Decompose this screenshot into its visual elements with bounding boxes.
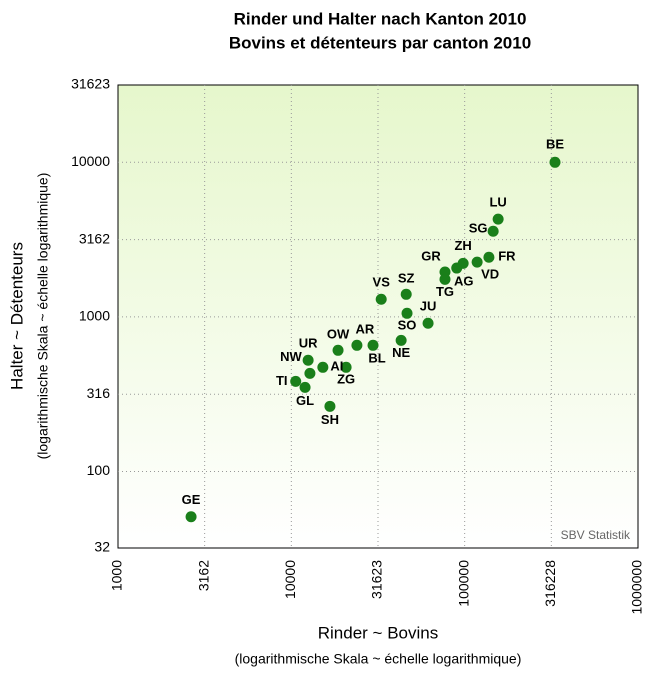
point — [302, 354, 314, 366]
point-label: VD — [481, 267, 499, 282]
point-label: JU — [420, 299, 437, 314]
point-label: SH — [321, 412, 339, 427]
point — [471, 256, 483, 268]
point — [304, 367, 316, 379]
point — [400, 288, 412, 300]
point-label: TI — [276, 373, 288, 388]
point — [299, 381, 311, 393]
point-label: SG — [469, 221, 488, 236]
point-label: SZ — [398, 271, 415, 286]
point — [317, 361, 329, 373]
point-label: SO — [398, 318, 417, 333]
point — [422, 317, 434, 329]
y-tick-label: 1000 — [79, 308, 110, 324]
y-tick-label: 32 — [94, 539, 110, 555]
point-label: NW — [280, 349, 302, 364]
point — [367, 339, 379, 351]
y-tick-label: 10000 — [71, 153, 110, 169]
chart-title: Rinder und Halter nach Kanton 2010 — [234, 9, 527, 28]
point — [324, 400, 336, 412]
point — [451, 262, 463, 274]
chart-subtitle: Bovins et détenteurs par canton 2010 — [229, 33, 531, 52]
point-label: FR — [498, 249, 516, 264]
point-label: BL — [368, 351, 385, 366]
x-tick-label: 1000 — [109, 560, 125, 591]
point-label: UR — [299, 336, 318, 351]
point — [332, 344, 344, 356]
x-tick-label: 10000 — [282, 560, 298, 599]
point-label: ZH — [454, 238, 471, 253]
y-tick-label: 31623 — [71, 76, 110, 92]
y-tick-label: 100 — [87, 462, 111, 478]
point-label: VS — [373, 275, 391, 290]
y-axis-label: Halter ~ Détenteurs — [7, 242, 26, 390]
x-tick-label: 31623 — [369, 560, 385, 599]
point — [483, 251, 495, 263]
point — [492, 213, 504, 225]
y-tick-label: 3162 — [79, 230, 110, 246]
x-axis-label: Rinder ~ Bovins — [318, 623, 438, 642]
x-tick-label: 3162 — [195, 560, 211, 591]
point — [401, 307, 413, 319]
point-label: AI — [330, 359, 343, 374]
point-label: BE — [546, 137, 564, 152]
point-label: GE — [182, 492, 201, 507]
x-axis-note: (logarithmische Skala ~ échelle logarith… — [235, 651, 522, 667]
x-tick-label: 316228 — [542, 560, 558, 607]
point — [290, 375, 302, 387]
x-tick-label: 1000000 — [629, 560, 645, 615]
point — [375, 293, 387, 305]
x-tick-label: 100000 — [455, 560, 471, 607]
point-label: NE — [392, 345, 410, 360]
point-label: AR — [356, 322, 375, 337]
y-axis-note: (logarithmische Skala ~ échelle logarith… — [35, 173, 51, 460]
point-label: GR — [421, 248, 441, 263]
point — [549, 156, 561, 168]
point — [395, 334, 407, 346]
point — [351, 339, 363, 351]
point-label: LU — [489, 195, 506, 210]
point — [439, 273, 451, 285]
point — [487, 225, 499, 237]
point-label: TG — [436, 284, 454, 299]
point-label: ZG — [337, 372, 355, 387]
point — [340, 361, 352, 373]
point — [185, 511, 197, 523]
source-note: SBV Statistik — [561, 528, 631, 542]
point-label: OW — [327, 327, 350, 342]
point-label: AG — [454, 273, 474, 288]
point-label: GL — [296, 393, 314, 408]
y-tick-label: 316 — [87, 385, 111, 401]
